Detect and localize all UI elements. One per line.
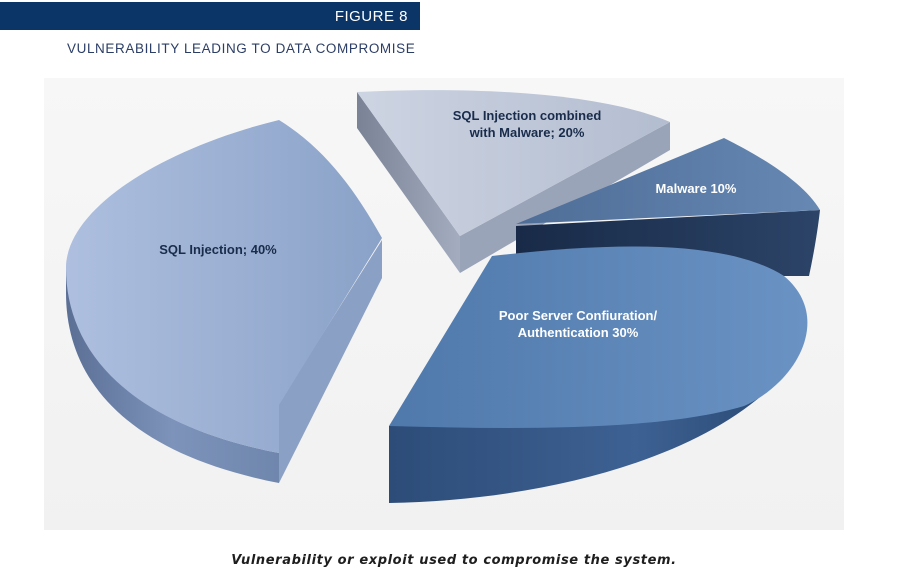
slice-poor-server-top [389,246,808,428]
slice-label-poor-server: Poor Server Confiuration/ [499,308,658,323]
slice-sql-injection-top [66,120,382,453]
slice-poor-server-side [389,303,801,503]
slice-label-sql-injection-malware: SQL Injection combined [453,108,602,123]
slice-sql-injection-malware: SQL Injection combined with Malware; 20% [357,90,670,273]
slice-malware-top [516,138,820,224]
figure-label: FIGURE 8 [334,8,408,25]
chart-area: SQL Injection; 40% SQL Injection combine… [44,78,844,530]
slice-label-sql-injection-malware-line2: with Malware; 20% [469,125,585,140]
slice-label-poor-server-line2: Authentication 30% [518,325,639,340]
pie-chart: SQL Injection; 40% SQL Injection combine… [66,90,820,503]
figure-caption: Vulnerability or exploit used to comprom… [231,553,677,568]
slice-label-sql-injection: SQL Injection; 40% [159,242,277,257]
slice-sql-injection-malware-right-side [460,122,670,273]
figure-banner: FIGURE 8 [0,2,420,30]
slice-sql-injection-malware-left-side [357,92,460,273]
slice-sql-injection-side [66,258,279,483]
slice-sql-injection: SQL Injection; 40% [66,120,382,483]
slice-label-malware: Malware 10% [656,181,737,196]
figure-title: VULNERABILITY LEADING TO DATA COMPROMISE [67,41,416,56]
slice-poor-server: Poor Server Confiuration/ Authentication… [389,246,808,503]
slice-sql-injection-edge [279,240,382,483]
slice-sql-injection-malware-top [357,90,670,236]
